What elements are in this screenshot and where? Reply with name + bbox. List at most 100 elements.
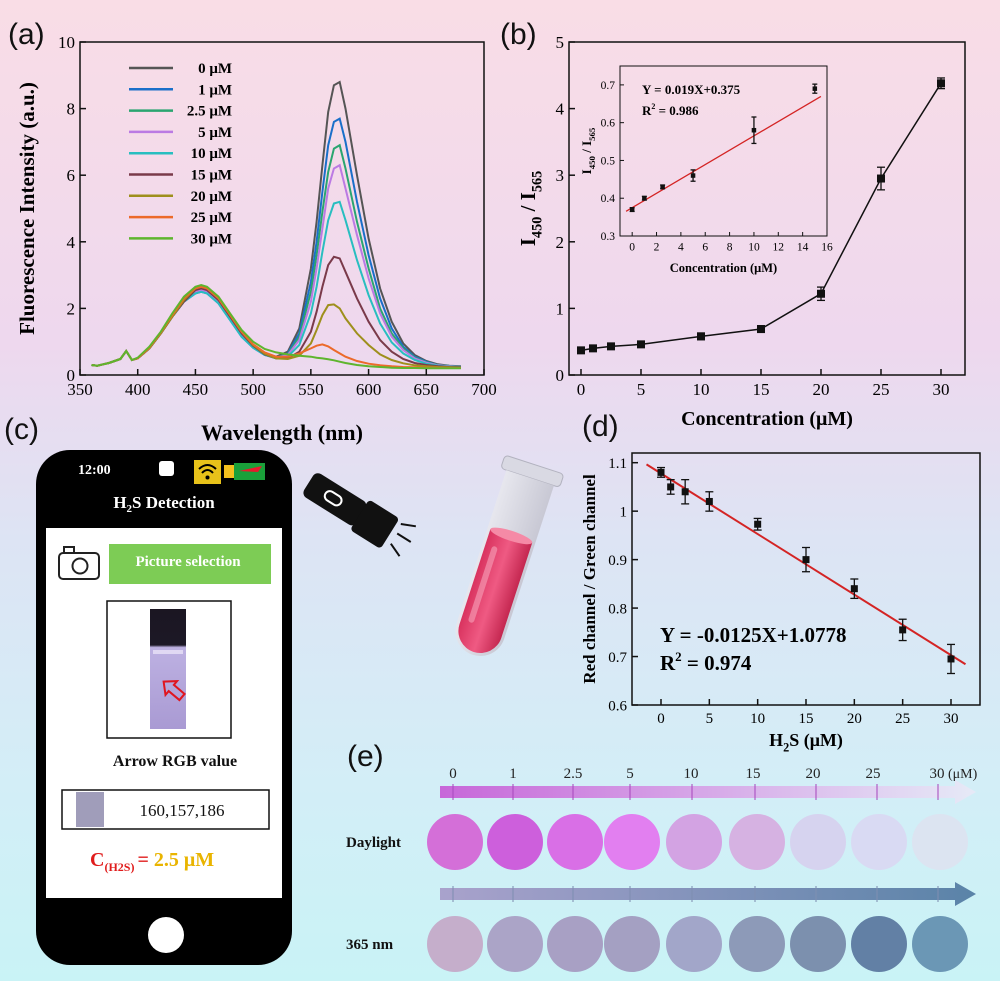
daylight-swatch <box>604 814 660 870</box>
data-point <box>947 655 955 663</box>
legend-label: 15 μM <box>191 168 232 184</box>
legend-label: 1 μM <box>198 82 232 98</box>
title-h: H <box>113 493 126 512</box>
camera-icon[interactable] <box>58 546 100 580</box>
x-tick-label: 4 <box>678 242 684 254</box>
data-point <box>642 195 647 201</box>
x-tick-label: 10 <box>693 380 710 399</box>
data-point <box>937 79 945 88</box>
scale-label: 10 <box>684 766 699 782</box>
y-axis-label-part: 565 <box>529 171 545 192</box>
uv-label: 365 nm <box>346 937 394 953</box>
color-scale: 0 1 2.5 5 10 15 20 25 30 (μM) Daylight 365 nm <box>346 766 978 972</box>
wifi-icon <box>194 460 221 484</box>
data-point <box>607 342 615 351</box>
d-r2-value: = 0.974 <box>687 651 752 675</box>
panel-label-c: (c) <box>4 413 39 446</box>
uv-swatch <box>666 916 722 972</box>
x-tick-label: 350 <box>67 380 93 399</box>
concentration-result: C(H2S) = 2.5 μM <box>90 849 214 874</box>
conc-val: 2.5 μM <box>154 849 214 871</box>
scale-label: 15 <box>746 766 761 782</box>
inset-y-axis-label-part: / I <box>579 141 594 156</box>
inset-y-axis-label: I450 / I565 <box>579 127 597 174</box>
data-point <box>705 497 713 505</box>
inset-r2: R2 = 0.986 <box>642 102 699 118</box>
legend-label: 5 μM <box>198 125 232 141</box>
x-tick-label: 6 <box>702 242 708 254</box>
series-line <box>91 200 461 368</box>
concentration-arrow <box>440 780 976 804</box>
plot-frame <box>568 41 966 376</box>
chart-a: 350 400 450 500 550 600 650 700 0 2 4 6 8 10 Wavelengt… <box>15 33 497 445</box>
inset-y-axis-label-part: 450 <box>587 155 597 169</box>
x-tick-label: 25 <box>873 380 890 399</box>
x-tick-label: 5 <box>706 711 714 727</box>
phone-time: 12:00 <box>78 463 111 478</box>
scale-label: 25 <box>866 766 881 782</box>
scale-label: 20 <box>806 766 821 782</box>
inset-equation: Y = 0.019X+0.375 <box>642 82 741 97</box>
inset-y-axis-label-part: I <box>579 169 594 174</box>
data-point <box>589 344 597 353</box>
inset-y-axis-label-part: 565 <box>587 127 597 141</box>
daylight-swatch <box>790 814 846 870</box>
uv-swatch <box>851 916 907 972</box>
phone-camera <box>159 461 174 476</box>
y-tick-label: 8 <box>67 100 76 119</box>
data-point <box>657 468 665 476</box>
x-tick-label: 2 <box>654 242 660 254</box>
panel-label-b: (b) <box>500 18 537 51</box>
y-tick-label: 6 <box>67 166 76 185</box>
daylight-swatch <box>547 814 603 870</box>
phone-home-button[interactable] <box>148 917 184 953</box>
rgb-label: Arrow RGB value <box>113 753 237 770</box>
y-tick-label: 0.6 <box>601 118 616 130</box>
rgb-value-box: 160,157,186 <box>61 789 270 830</box>
x-axis-label: Wavelength (nm) <box>201 420 363 445</box>
x-tick-label: 20 <box>847 711 862 727</box>
y-tick-label: 0.4 <box>601 193 616 205</box>
conc-sub: (H2S) <box>104 860 134 874</box>
x-tick-label: 25 <box>895 711 910 727</box>
legend-label: 0 μM <box>198 61 232 77</box>
scale-label: 5 <box>626 766 634 782</box>
series-line <box>580 82 942 352</box>
data-point <box>802 556 810 564</box>
d-equation: Y = -0.0125X+1.0778 <box>660 623 846 647</box>
daylight-swatch <box>666 814 722 870</box>
uv-swatch <box>427 916 483 972</box>
panel-label-d: (d) <box>582 410 619 443</box>
scale-unit: (μM) <box>948 767 978 782</box>
x-tick-label: 0 <box>629 242 635 254</box>
conc-c: C <box>90 849 104 871</box>
series-line <box>91 284 461 370</box>
x-tick-label: 650 <box>414 380 440 399</box>
phone: 12:00 H2S Detection Picture selection <box>36 450 292 965</box>
y-tick-label: 0.3 <box>601 231 616 243</box>
y-tick-label: 4 <box>556 100 565 119</box>
legend-label: 25 μM <box>191 210 232 226</box>
x-tick-label: 10 <box>748 242 760 254</box>
y-tick-label: 10 <box>58 33 75 52</box>
data-point <box>577 346 585 355</box>
series-line <box>91 117 461 368</box>
y-tick-label: 0 <box>67 366 76 385</box>
uv-swatch <box>912 916 968 972</box>
picture-selection-button[interactable]: Picture selection <box>109 544 271 584</box>
x-tick-label: 550 <box>298 380 324 399</box>
scale-label: 1 <box>509 766 517 782</box>
daylight-swatch <box>912 814 968 870</box>
data-point <box>877 174 885 183</box>
x-tick-label: 0 <box>577 380 586 399</box>
y-axis-label-part: I <box>516 238 540 246</box>
legend-label: 10 μM <box>191 146 232 162</box>
y-tick-label: 0.7 <box>608 650 627 666</box>
x-tick-label: 5 <box>637 380 646 399</box>
y-tick-label: 3 <box>556 166 565 185</box>
legend-a: 0 μM 1 μM 2.5 μM 5 μM 10 μM 15 μM 20 μM 25 μM 30… <box>129 61 232 247</box>
x-axis-label-part: S (μM) <box>789 730 843 751</box>
data-point <box>754 520 762 528</box>
fit-line <box>625 95 822 212</box>
cuvette-image <box>106 600 232 739</box>
